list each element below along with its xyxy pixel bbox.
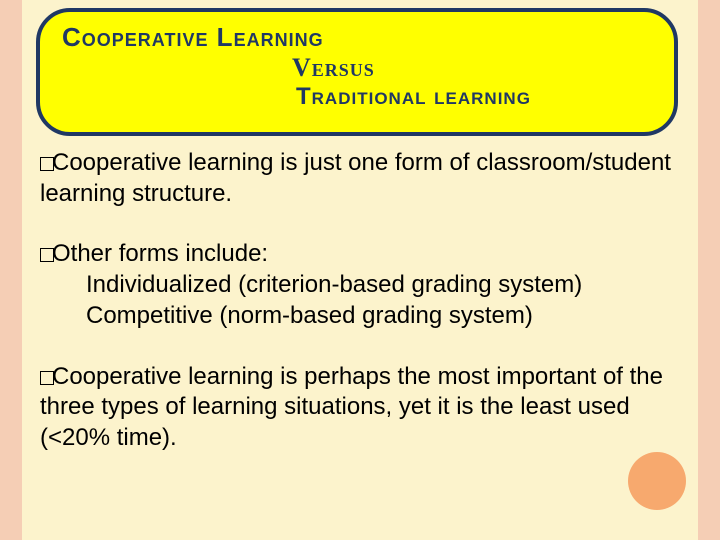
- title-line-2: Versus: [292, 53, 656, 83]
- decorative-circle-icon: [628, 452, 686, 510]
- title-box: Cooperative Learning Versus Traditional …: [36, 8, 678, 136]
- body-content: Cooperative learning is just one form of…: [40, 148, 680, 484]
- paragraph-2: Other forms include: Individualized (cri…: [40, 239, 680, 331]
- list-item-2: Competitive (norm-based grading system): [86, 301, 680, 332]
- paragraph-2-lead: Other forms include:: [52, 240, 268, 267]
- paragraph-1: Cooperative learning is just one form of…: [40, 148, 680, 209]
- paragraph-3: Cooperative learning is perhaps the most…: [40, 362, 680, 454]
- title-line-1: Cooperative Learning: [62, 22, 656, 53]
- paragraph-1-text: Cooperative learning is just one form of…: [40, 149, 671, 207]
- bullet-icon: [40, 157, 54, 171]
- title-line-3: Traditional learning: [296, 83, 656, 111]
- paragraph-3-text: Cooperative learning is perhaps the most…: [40, 363, 663, 451]
- list-item-1: Individualized (criterion-based grading …: [86, 270, 680, 301]
- bullet-icon: [40, 248, 54, 262]
- bullet-icon: [40, 371, 54, 385]
